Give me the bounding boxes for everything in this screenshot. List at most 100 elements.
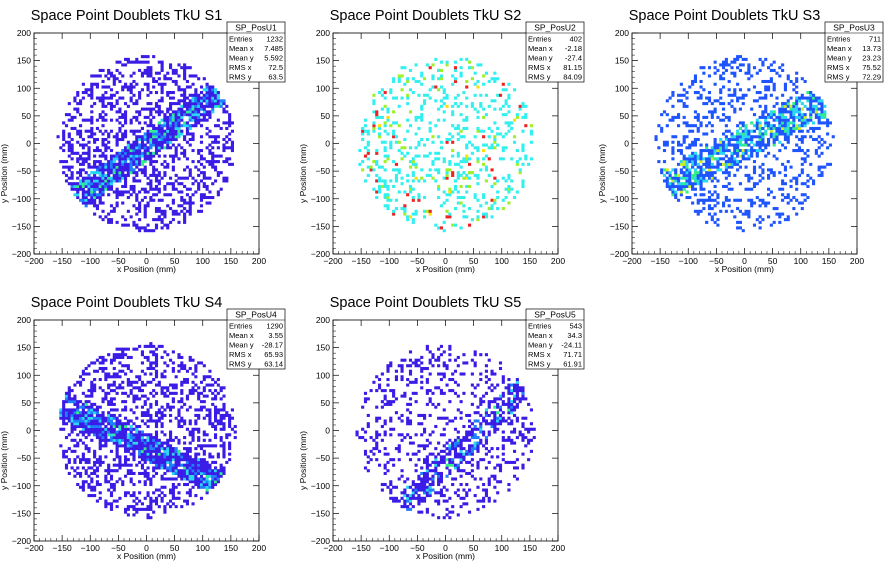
bin-cell — [222, 402, 226, 406]
bin-cell — [372, 102, 376, 106]
bin-cell — [138, 151, 142, 155]
bin-cell — [160, 458, 164, 462]
bin-cell — [769, 124, 773, 128]
bin-cell — [465, 215, 469, 219]
bin-cell — [185, 463, 189, 467]
bin-cell — [767, 121, 771, 125]
bin-cell — [177, 452, 181, 456]
stats-value: 402 — [569, 35, 582, 44]
bin-cell — [180, 383, 184, 387]
bin-cell — [211, 455, 215, 459]
bin-cell — [442, 91, 446, 95]
bin-cell — [95, 204, 99, 208]
bin-cell — [154, 433, 159, 437]
bin-cell — [124, 491, 128, 495]
bin-cell — [152, 438, 156, 442]
bin-cell — [214, 436, 218, 440]
bin-cell — [163, 193, 167, 197]
bin-cell — [691, 173, 695, 177]
bin-cell — [171, 209, 175, 213]
bin-cell — [163, 113, 167, 117]
bin-cell — [767, 124, 771, 128]
bin-cell — [383, 91, 387, 95]
bin-cell — [755, 99, 759, 103]
bin-cell — [171, 168, 175, 172]
bin-cell — [101, 173, 105, 177]
bin-cell — [188, 110, 192, 114]
bin-cell — [758, 143, 762, 147]
bin-cell — [132, 223, 136, 227]
bin-cell — [59, 416, 63, 420]
bin-cell — [758, 135, 762, 139]
bin-cell — [171, 124, 175, 128]
bin-cell — [194, 91, 198, 95]
y-tick-label: −50 — [615, 166, 630, 176]
bin-cell — [135, 143, 139, 147]
bin-cell — [109, 104, 114, 108]
bin-cell — [79, 198, 83, 202]
bin-cell — [118, 375, 122, 379]
bin-cell — [143, 474, 147, 478]
bin-cell — [140, 135, 144, 139]
bin-cell — [93, 402, 97, 406]
bin-cell — [171, 494, 175, 498]
bin-cell — [823, 115, 827, 119]
bin-cell — [826, 162, 830, 166]
bin-cell — [101, 168, 105, 172]
bin-cell — [115, 433, 119, 437]
bin-cell — [98, 463, 102, 467]
bin-cell — [211, 88, 215, 92]
bin-cell — [84, 91, 88, 95]
bin-cell — [693, 137, 697, 142]
bin-cell — [171, 488, 175, 492]
bin-cell — [208, 455, 212, 459]
bin-cell — [696, 157, 700, 161]
bin-cell — [107, 427, 111, 431]
bin-cell — [143, 82, 147, 86]
bin-cell — [171, 110, 175, 114]
bin-cell — [177, 74, 181, 78]
bin-cell — [772, 171, 776, 175]
bin-cell — [81, 182, 85, 186]
bin-cell — [693, 171, 697, 175]
bin-cell — [501, 113, 505, 117]
bin-cell — [171, 198, 175, 202]
bin-cell — [129, 151, 133, 155]
bin-cell — [501, 82, 505, 86]
bin-cell — [389, 88, 393, 92]
bin-cell — [504, 121, 508, 125]
bin-cell — [205, 132, 209, 136]
bin-cell — [169, 113, 173, 117]
bin-cell — [758, 96, 762, 100]
bin-cell — [191, 93, 195, 97]
bin-cell — [202, 386, 206, 390]
bin-cell — [124, 118, 128, 122]
bin-cell — [146, 433, 150, 437]
bin-cell — [183, 176, 187, 180]
bin-cell — [521, 149, 525, 153]
bin-cell — [67, 176, 71, 180]
bin-cell — [710, 176, 714, 180]
bin-cell — [778, 171, 782, 175]
bin-cell — [437, 135, 441, 139]
bin-cell — [87, 201, 91, 205]
bin-cell — [183, 93, 187, 97]
bin-cell — [183, 466, 187, 470]
bin-cell — [101, 422, 105, 426]
bin-cell — [230, 162, 234, 166]
bin-cell — [211, 444, 215, 448]
bin-cell — [781, 107, 785, 111]
bin-cell — [98, 168, 102, 172]
y-tick-label: 50 — [321, 111, 331, 121]
bin-cell — [166, 402, 170, 406]
bin-cell — [781, 118, 785, 122]
bin-cell — [152, 171, 156, 175]
bin-cell — [73, 182, 77, 186]
bin-cell — [755, 135, 759, 139]
bin-cell — [81, 482, 85, 487]
bin-cell — [657, 124, 661, 128]
bin-cell — [166, 441, 170, 445]
bin-cell — [107, 212, 111, 216]
bin-cell — [724, 63, 728, 67]
bin-cell — [392, 160, 396, 164]
